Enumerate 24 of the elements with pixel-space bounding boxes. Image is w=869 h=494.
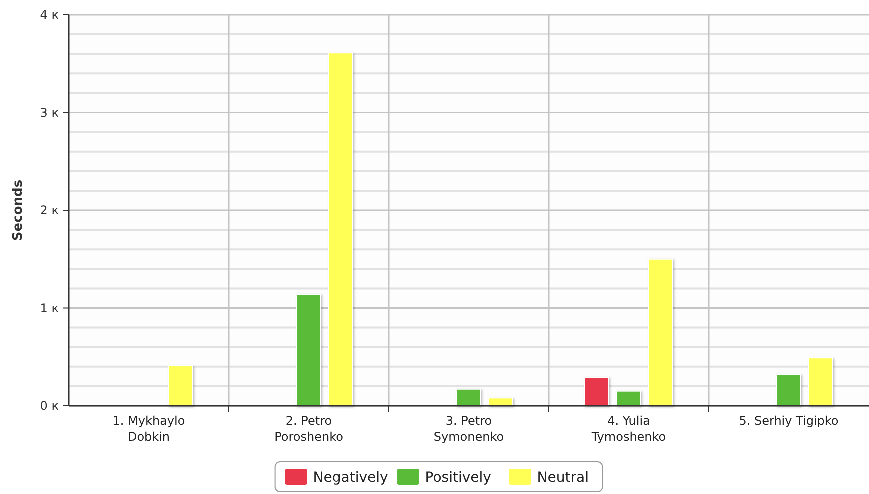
y-tick-label: 4 к — [40, 8, 59, 22]
x-tick-label: 3. Petro Symonenko — [434, 414, 504, 444]
y-tick-label: 3 к — [40, 106, 59, 120]
x-tick-label: 1. Mykhaylo Dobkin — [112, 414, 186, 444]
bar — [456, 388, 482, 406]
y-tick-label: 1 к — [40, 301, 59, 316]
bar — [616, 390, 642, 406]
y-axis-title: Seconds — [11, 180, 26, 242]
bar — [776, 374, 802, 406]
x-tick-label: 4. Yulia Tymoshenko — [590, 414, 666, 444]
bar — [328, 52, 354, 406]
bar — [488, 398, 514, 406]
bar — [808, 358, 834, 406]
x-tick-label: 2. Petro Poroshenko — [274, 414, 344, 444]
y-tick-label: 2 к — [40, 204, 59, 218]
legend-label: Neutral — [537, 470, 589, 486]
bar — [648, 258, 674, 406]
x-tick-label: 5. Serhiy Tigipko — [739, 414, 839, 428]
legend-label: Positively — [425, 470, 492, 486]
bar — [296, 294, 322, 406]
legend-label: Negatively — [313, 470, 388, 486]
bar — [584, 377, 610, 406]
bar — [168, 365, 194, 406]
y-tick-label: 0 к — [40, 399, 59, 414]
